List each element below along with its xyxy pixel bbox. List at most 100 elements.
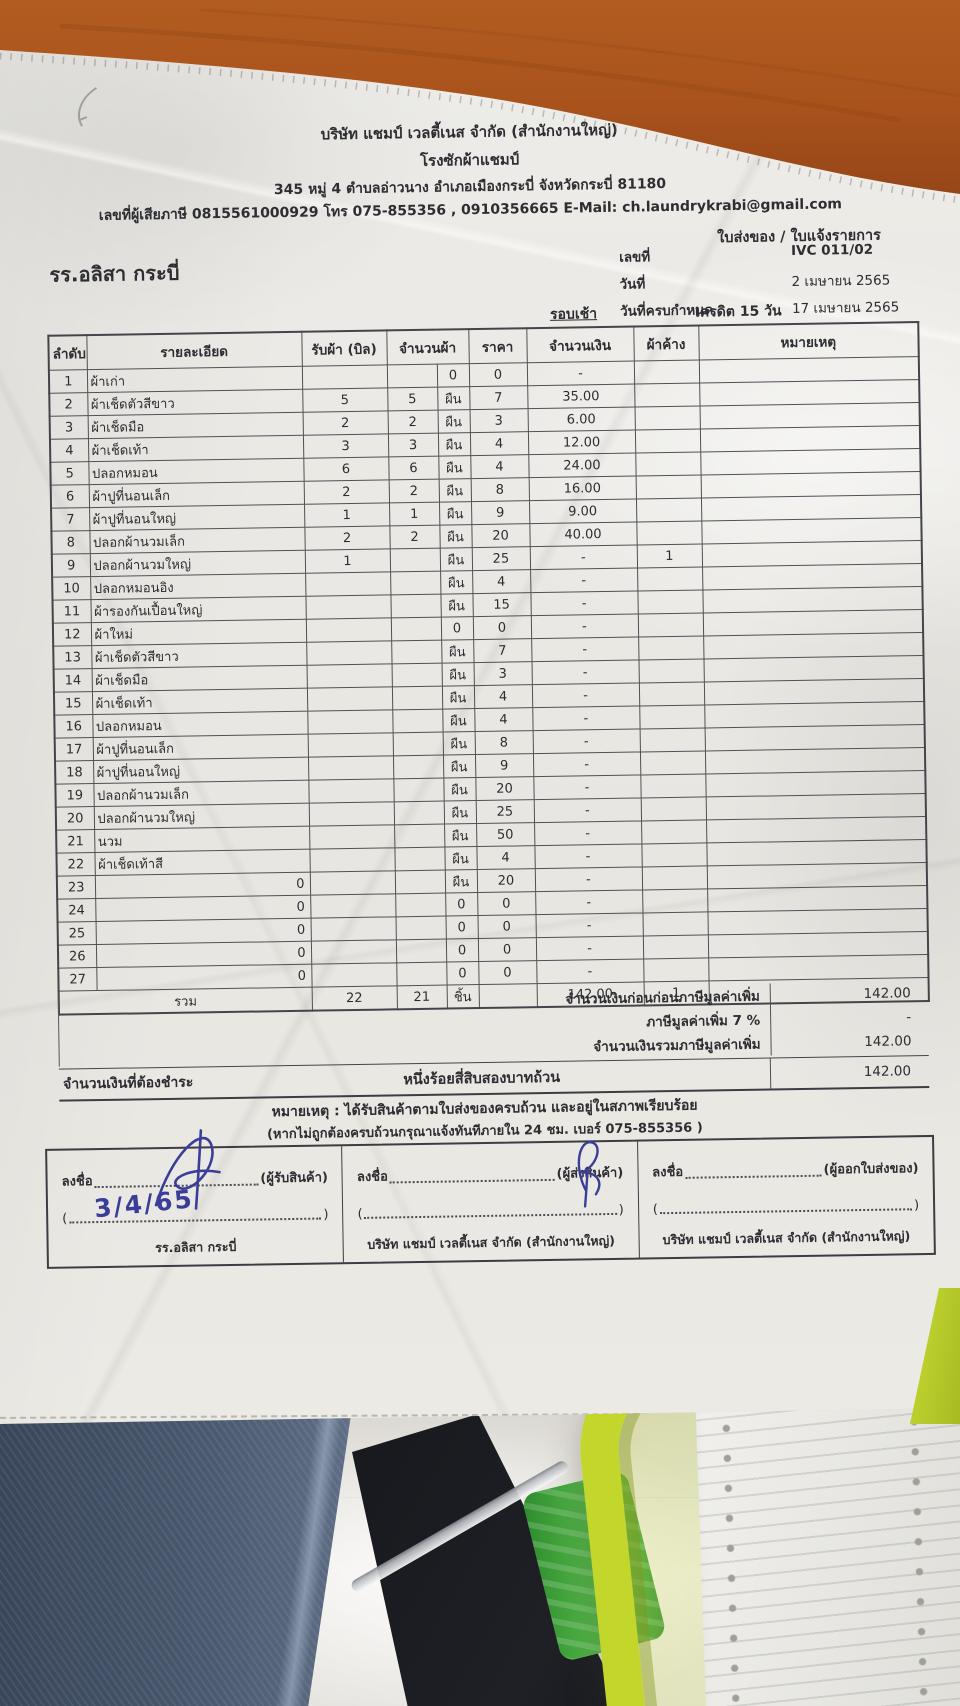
item-cell-qty bbox=[395, 916, 446, 940]
item-cell-bill bbox=[310, 916, 396, 942]
item-cell-price: 25 bbox=[471, 546, 531, 571]
item-cell-qty: 2 bbox=[389, 525, 440, 549]
item-cell-pend: 1 bbox=[636, 543, 703, 569]
item-cell-qty bbox=[395, 893, 446, 917]
column-header-pending: ผ้าค้าง bbox=[633, 325, 699, 362]
item-cell-pend bbox=[636, 520, 702, 546]
item-cell-qty: 2 bbox=[388, 479, 440, 503]
item-cell-note bbox=[705, 770, 926, 797]
item-cell-note bbox=[699, 402, 920, 429]
item-cell-price: 4 bbox=[470, 454, 529, 479]
item-cell-amt: 9.00 bbox=[528, 499, 637, 524]
item-cell-price: 4 bbox=[473, 684, 533, 709]
item-cell-price: 9 bbox=[470, 500, 530, 525]
column-header-price: ราคา bbox=[468, 328, 527, 364]
item-cell-price: 4 bbox=[472, 569, 531, 594]
item-cell-note bbox=[702, 586, 923, 613]
item-cell-no: 8 bbox=[51, 530, 90, 555]
item-cell-no: 13 bbox=[53, 645, 92, 670]
item-cell-note bbox=[706, 839, 927, 866]
item-cell-no: 24 bbox=[57, 898, 96, 923]
item-cell-no: 7 bbox=[51, 507, 90, 532]
vat-value: - bbox=[906, 1009, 912, 1026]
item-cell-no: 2 bbox=[49, 392, 88, 417]
item-cell-unit: 0 bbox=[445, 938, 479, 963]
item-cell-note bbox=[701, 517, 922, 544]
item-cell-pend bbox=[640, 773, 706, 798]
round-label: รอบเช้า bbox=[549, 306, 598, 323]
item-cell-unit: ผืน bbox=[442, 731, 475, 756]
amount-due-value: 142.00 bbox=[769, 1055, 930, 1089]
item-cell-price: 0 bbox=[478, 960, 537, 985]
item-cell-bill bbox=[305, 571, 391, 597]
item-cell-pend bbox=[633, 360, 700, 385]
item-cell-qty bbox=[390, 594, 441, 618]
pre-vat-value: 142.00 bbox=[863, 985, 911, 1002]
item-cell-pend bbox=[639, 727, 705, 752]
item-cell-no: 22 bbox=[56, 852, 95, 877]
item-cell-amt: 40.00 bbox=[529, 522, 637, 547]
item-cell-note bbox=[699, 379, 920, 407]
item-cell-qty bbox=[392, 732, 443, 756]
item-cell-amt: - bbox=[533, 774, 641, 800]
item-cell-unit: 0 bbox=[445, 915, 478, 940]
item-cell-no: 14 bbox=[53, 668, 92, 693]
item-cell-qty bbox=[393, 778, 444, 802]
item-cell-unit: ผืน bbox=[440, 570, 473, 595]
item-description-cell: ผ้าเก่า bbox=[86, 366, 303, 393]
item-cell-bill: 1 bbox=[304, 548, 391, 574]
item-cell-qty: 6 bbox=[388, 456, 439, 480]
signature-ruling bbox=[659, 1208, 913, 1215]
item-cell-bill bbox=[310, 893, 396, 919]
signature-footer: บริษัท แชมป์ เวลตี้เนส จำกัด (สำนักงานให… bbox=[662, 1228, 911, 1248]
item-cell-unit: ผืน bbox=[439, 547, 473, 572]
item-cell-bill bbox=[307, 755, 394, 781]
item-cell-pend bbox=[635, 497, 702, 523]
item-cell-qty bbox=[394, 847, 445, 871]
item-cell-note bbox=[707, 908, 928, 935]
grand-total-value: 142.00 bbox=[864, 1033, 912, 1050]
item-cell-qty bbox=[395, 939, 447, 963]
item-description-cell: ผ้าปูที่นอนเล็ก bbox=[88, 481, 305, 508]
item-cell-bill bbox=[309, 870, 396, 896]
item-cell-unit: ผืน bbox=[437, 432, 471, 457]
column-header-received-bill: รับผ้า (บิล) bbox=[301, 330, 387, 367]
item-cell-no: 27 bbox=[58, 967, 97, 992]
signature-box-issuer: ลงชื่อ (ผู้ออกใบส่งของ) ( ) บริษัท แชมป์… bbox=[638, 1137, 934, 1258]
item-cell-qty bbox=[394, 870, 446, 894]
item-cell-pend bbox=[639, 704, 705, 729]
item-description-cell: ผ้าเช็ดเท้า bbox=[91, 688, 308, 715]
item-cell-pend bbox=[642, 911, 708, 936]
signature-footer: บริษัท แชมป์ เวลตี้เนส จำกัด (สำนักงานให… bbox=[367, 1232, 616, 1252]
item-cell-note bbox=[702, 609, 924, 636]
item-description: นวม bbox=[97, 834, 123, 850]
item-cell-pend bbox=[634, 406, 700, 431]
item-cell-amt: - bbox=[532, 728, 640, 754]
item-cell-bill bbox=[310, 939, 397, 965]
item-cell-amt: - bbox=[526, 361, 635, 386]
item-cell-price: 20 bbox=[476, 868, 536, 893]
item-cell-note bbox=[701, 540, 923, 567]
item-cell-unit: ผืน bbox=[438, 455, 471, 480]
item-cell-qty: 5 bbox=[387, 387, 438, 411]
paren-close: ) bbox=[323, 1207, 329, 1223]
item-description-cell: ผ้าใหม่ bbox=[90, 619, 307, 646]
item-description-cell: ผ้าเช็ดมือ bbox=[91, 665, 307, 692]
item-cell-qty: 2 bbox=[387, 410, 438, 434]
item-cell-note bbox=[703, 632, 924, 659]
item-description-cell: ปลอกผ้านวมเล็ก bbox=[89, 527, 305, 554]
item-cell-no: 19 bbox=[55, 783, 94, 808]
item-cell-amt: - bbox=[531, 659, 639, 685]
item-description-cell: ผ้าเช็ดเท้าสี bbox=[94, 849, 310, 876]
item-cell-qty bbox=[391, 686, 443, 710]
item-cell-unit: ผืน bbox=[437, 409, 470, 434]
item-cell-pend bbox=[638, 658, 704, 683]
item-cell-qty: 3 bbox=[387, 433, 439, 457]
item-cell-amt: - bbox=[529, 545, 638, 570]
item-cell-amt: - bbox=[534, 866, 643, 892]
item-cell-price: 50 bbox=[476, 822, 535, 847]
item-cell-amt: 6.00 bbox=[527, 407, 635, 432]
credit-terms: เครดิต 15 วัน bbox=[694, 303, 782, 321]
item-cell-qty bbox=[390, 571, 441, 595]
item-cell-no: 17 bbox=[54, 737, 94, 762]
